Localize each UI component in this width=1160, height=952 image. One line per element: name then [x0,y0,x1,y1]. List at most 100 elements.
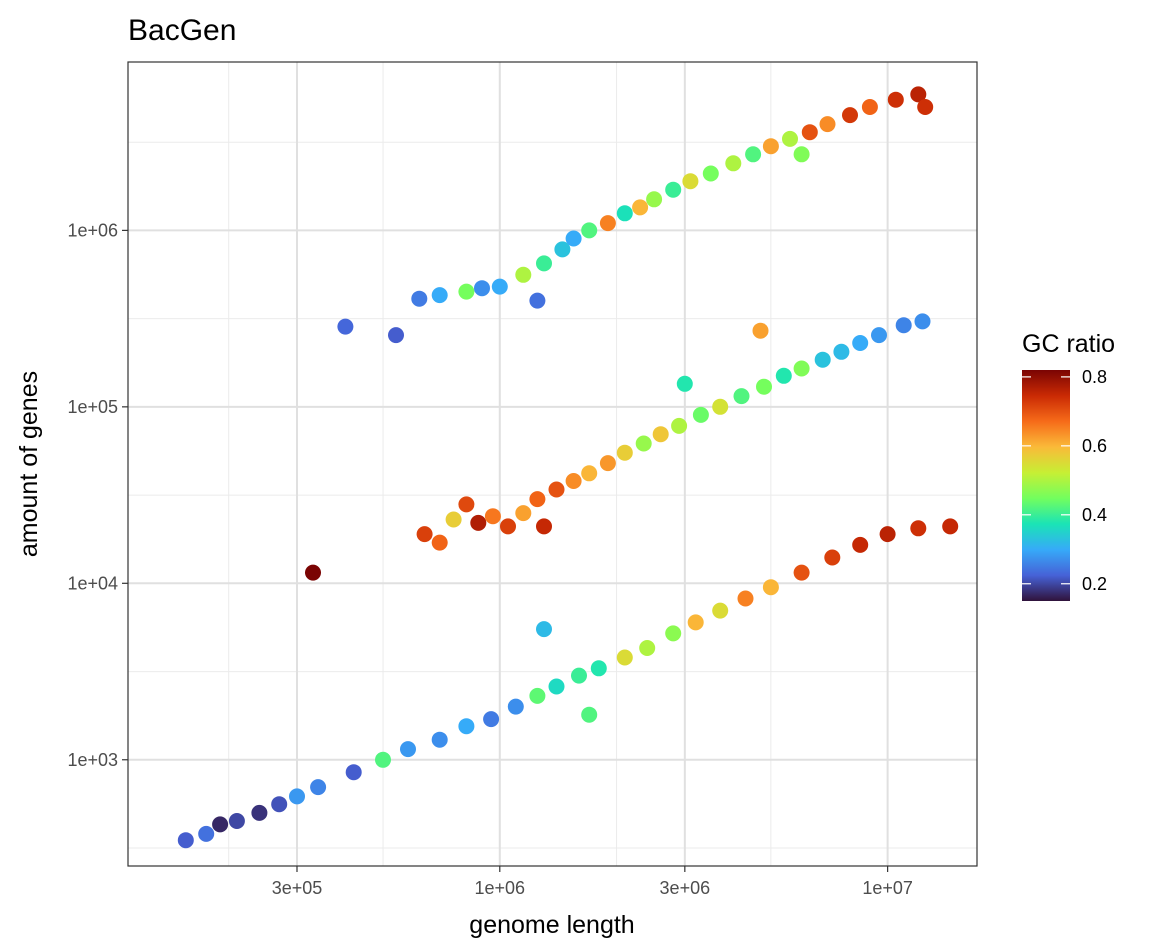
data-point [581,465,598,482]
data-point [431,287,448,304]
data-point [251,804,268,821]
data-point [529,292,546,309]
data-point [548,678,565,695]
data-point [337,318,354,335]
data-point [910,86,927,103]
panel-border [127,61,978,867]
data-point [483,711,500,728]
data-point [616,649,633,666]
y-tick-label: 1e+06 [67,220,118,240]
data-point [198,825,215,842]
data-point [762,579,779,596]
data-point [879,526,896,543]
data-point [824,549,841,566]
data-point [712,398,729,415]
data-point [782,130,798,147]
data-point [762,138,779,155]
data-point [635,435,652,452]
data-point [515,266,532,283]
data-point [861,99,878,115]
data-point [793,146,810,163]
data-point [671,417,688,434]
data-point [529,491,546,508]
data-point [676,375,693,392]
data-point [793,360,810,377]
legend-tick-label: 0.4 [1082,505,1107,525]
grid-lines [128,62,977,866]
data-point [852,335,869,351]
data-point [458,283,475,300]
data-point [271,796,288,813]
data-point [737,590,754,607]
data-point [852,536,869,553]
data-point [725,155,742,172]
data-point [712,602,729,619]
data-point [687,614,704,631]
data-point [702,165,719,182]
data-point [646,191,663,208]
data-point [833,343,850,360]
data-point [375,751,391,768]
data-point [914,313,931,330]
data-point [733,388,750,405]
data-point [616,205,633,222]
legend-tick-label: 0.6 [1082,436,1107,456]
x-axis-title: genome length [469,911,634,939]
data-point [793,564,810,581]
data-point [599,215,616,232]
data-point [411,290,428,307]
data-point [177,832,194,849]
data-point [431,534,448,551]
y-axis-title: amount of genes [15,371,43,557]
data-point [431,731,448,748]
color-legend: GC ratio 0.2 0.4 0.6 0.8 [1022,330,1115,601]
x-tick-label: 3e+06 [660,878,711,898]
data-point [529,687,546,704]
data-point [752,322,769,339]
data-point [599,455,616,472]
data-point [917,99,934,115]
data-point [775,367,792,384]
y-tick-label: 1e+03 [67,750,118,770]
data-point [484,508,501,525]
data-point [491,278,508,295]
data-point [458,496,475,513]
x-tick-label: 1e+07 [862,878,913,898]
data-point [887,91,904,108]
data-point [445,511,462,528]
data-point [895,317,912,334]
data-point [345,764,362,781]
chart-title: BacGen [128,14,236,47]
data-point [507,698,524,715]
data-point [819,116,836,133]
data-points [177,86,959,849]
data-point [228,813,245,829]
data-point [310,779,327,796]
data-point [416,526,433,543]
data-point [665,625,682,642]
x-tick-label: 1e+06 [475,878,526,898]
data-point [388,327,404,344]
data-point [616,444,633,461]
data-point [565,473,582,489]
data-point [581,706,598,723]
data-point [536,621,552,638]
data-point [500,518,516,535]
data-point [515,505,532,522]
legend-colorbar [1022,370,1070,601]
data-point [305,564,321,581]
data-point [871,327,887,344]
legend-tick-label: 0.2 [1082,574,1107,594]
data-point [536,255,552,272]
y-tick-label: 1e+04 [67,573,118,593]
data-point [289,788,305,805]
data-point [692,406,709,423]
data-point [639,640,656,656]
y-axis: 1e+03 1e+04 1e+05 1e+06 [67,220,128,770]
legend-title: GC ratio [1022,330,1115,358]
data-point [942,518,959,535]
data-point [652,426,669,443]
data-point [814,351,831,368]
x-axis: 3e+05 1e+06 3e+06 1e+07 [272,866,913,898]
